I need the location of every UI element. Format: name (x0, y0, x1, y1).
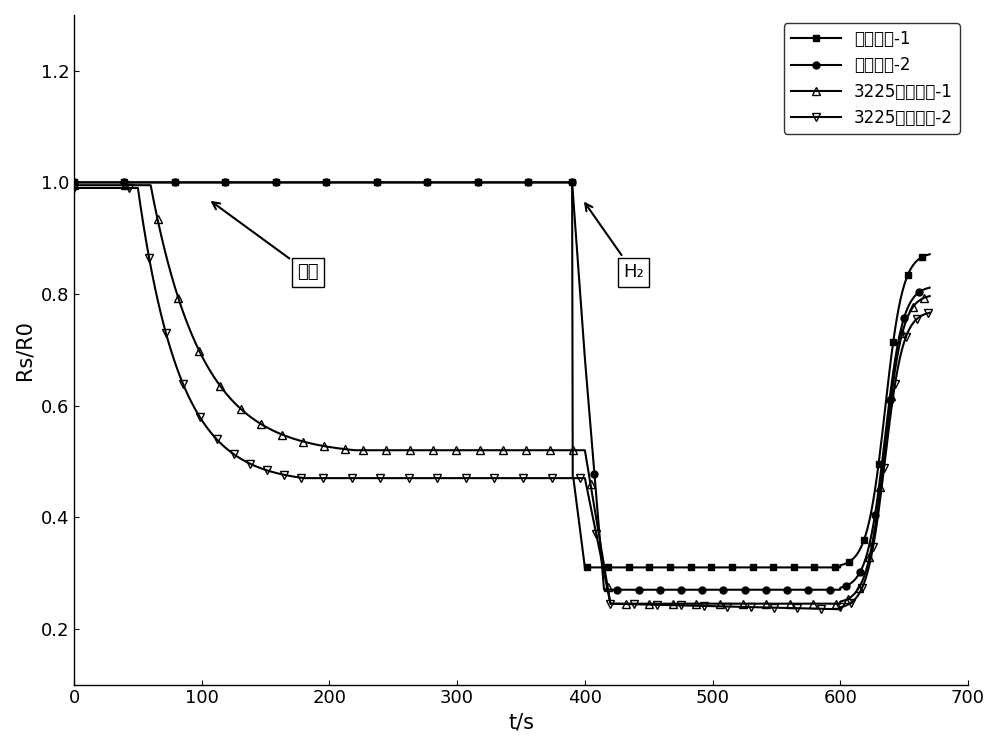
3225传统封装-1 (252, 417, 264, 426)
3225传统封装-1 (604, 599, 616, 608)
3225传统封装-2 (867, 542, 879, 551)
3225传统封装-1 (907, 302, 919, 311)
陶瓷封装-2 (68, 178, 80, 187)
Y-axis label: Rs/R0: Rs/R0 (15, 320, 35, 380)
Line: 陶瓷封装-1: 陶瓷封装-1 (71, 179, 933, 571)
陶瓷封装-1 (579, 563, 591, 572)
陶瓷封装-2 (891, 345, 903, 354)
3225传统封装-2 (560, 473, 572, 482)
陶瓷封装-1 (68, 178, 80, 187)
陶瓷封装-1 (924, 250, 936, 259)
陶瓷封装-2 (106, 178, 118, 187)
Text: H₂: H₂ (585, 203, 644, 281)
陶瓷封装-2 (276, 178, 288, 187)
陶瓷封装-2 (909, 291, 921, 300)
3225传统封装-1 (68, 181, 80, 190)
陶瓷封装-2 (905, 296, 917, 305)
陶瓷封装-2 (619, 585, 631, 594)
陶瓷封装-2 (924, 283, 936, 292)
陶瓷封装-1 (918, 251, 930, 260)
陶瓷封装-2 (598, 585, 610, 594)
陶瓷封装-1 (867, 497, 879, 506)
3225传统封装-2 (834, 605, 846, 614)
Text: 乙醇: 乙醇 (212, 202, 319, 281)
3225传统封装-1 (478, 446, 490, 455)
3225传统封装-2 (484, 473, 496, 482)
3225传统封装-1 (624, 599, 636, 608)
Line: 陶瓷封装-2: 陶瓷封装-2 (71, 179, 933, 593)
陶瓷封装-1 (453, 178, 465, 187)
陶瓷封装-1 (345, 178, 357, 187)
3225传统封装-1 (733, 599, 745, 608)
3225传统封装-2 (909, 316, 921, 325)
3225传统封装-2 (68, 183, 80, 192)
Line: 3225传统封装-2: 3225传统封装-2 (70, 184, 934, 613)
3225传统封装-2 (791, 604, 803, 613)
3225传统封装-1 (466, 446, 478, 455)
3225传统封装-1 (924, 292, 936, 301)
3225传统封装-2 (849, 595, 861, 604)
3225传统封装-2 (924, 308, 936, 317)
Line: 3225传统封装-1: 3225传统封装-1 (70, 181, 934, 608)
X-axis label: t/s: t/s (508, 713, 534, 733)
Legend: 陶瓷封装-1, 陶瓷封装-2, 3225传统封装-1, 3225传统封装-2: 陶瓷封装-1, 陶瓷封装-2, 3225传统封装-1, 3225传统封装-2 (784, 23, 960, 134)
陶瓷封装-1 (685, 563, 697, 572)
陶瓷封装-1 (770, 563, 782, 572)
